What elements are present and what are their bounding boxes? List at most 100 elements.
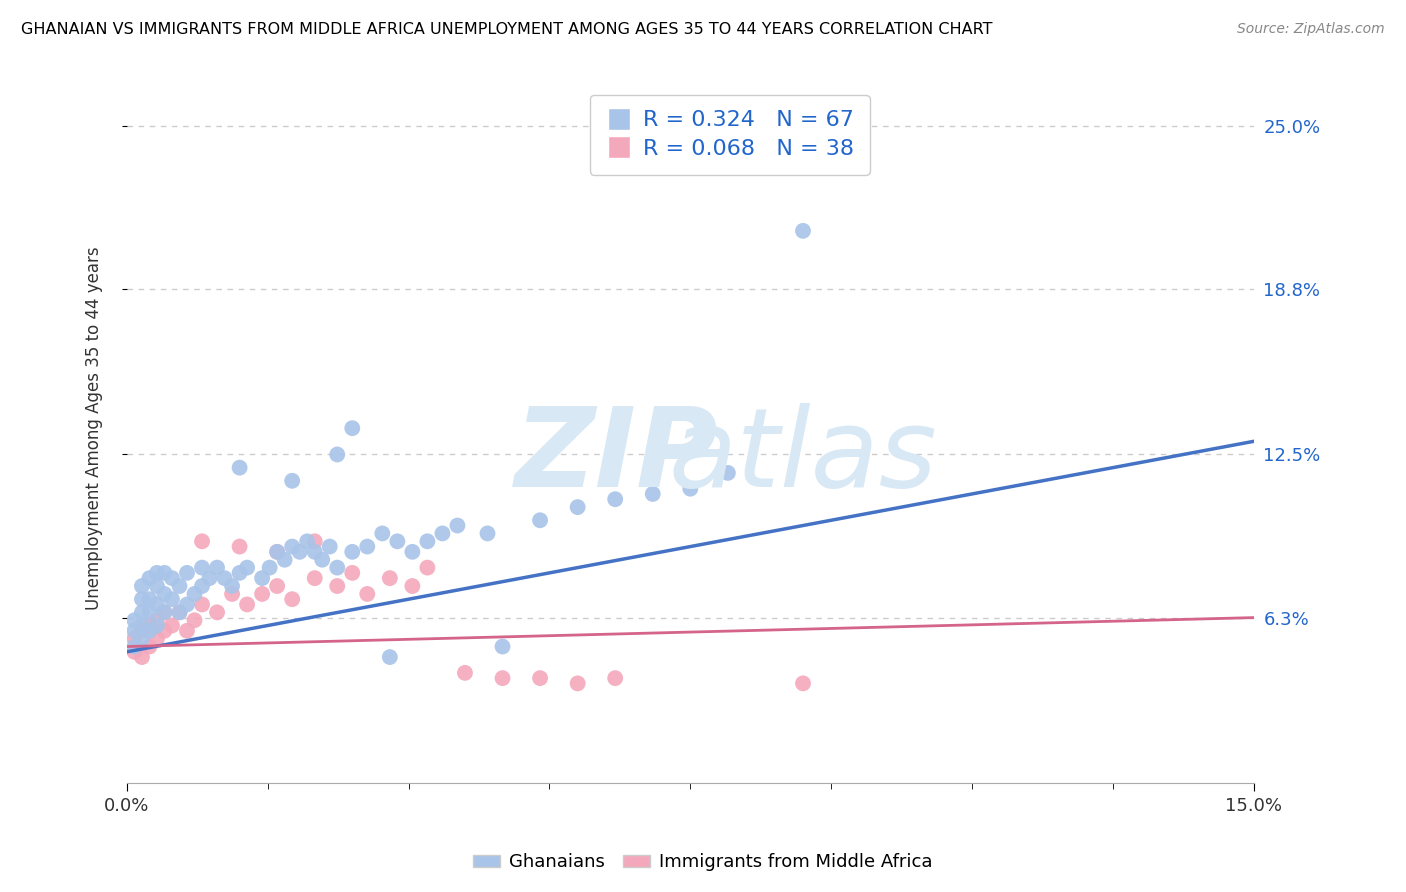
Point: [326, 448, 349, 462]
Point: [221, 579, 243, 593]
Point: [605, 671, 627, 685]
Point: [160, 592, 183, 607]
Point: [304, 571, 326, 585]
Point: [378, 650, 401, 665]
Point: [146, 613, 169, 627]
Point: [792, 224, 814, 238]
Point: [138, 624, 160, 638]
Point: [792, 676, 814, 690]
Point: [183, 587, 205, 601]
Point: [228, 566, 250, 580]
Point: [160, 618, 183, 632]
Point: [169, 579, 191, 593]
Point: [124, 624, 146, 638]
Point: [304, 534, 326, 549]
Point: [342, 421, 364, 435]
Point: [191, 560, 214, 574]
Point: [446, 518, 468, 533]
Point: [228, 460, 250, 475]
Point: [401, 545, 423, 559]
Point: [326, 560, 349, 574]
Point: [124, 645, 146, 659]
Point: [124, 613, 146, 627]
Legend: Ghanaians, Immigrants from Middle Africa: Ghanaians, Immigrants from Middle Africa: [465, 847, 941, 879]
Point: [146, 579, 169, 593]
Point: [138, 605, 160, 619]
Text: atlas: atlas: [669, 403, 938, 510]
Point: [378, 571, 401, 585]
Point: [491, 640, 513, 654]
Point: [491, 671, 513, 685]
Point: [304, 545, 326, 559]
Point: [326, 579, 349, 593]
Point: [160, 571, 183, 585]
Point: [153, 587, 176, 601]
Point: [250, 571, 273, 585]
Point: [138, 640, 160, 654]
Point: [250, 587, 273, 601]
Point: [273, 552, 295, 566]
Point: [281, 592, 304, 607]
Point: [371, 526, 394, 541]
Point: [266, 545, 288, 559]
Point: [356, 587, 378, 601]
Point: [146, 618, 169, 632]
Point: [205, 560, 228, 574]
Y-axis label: Unemployment Among Ages 35 to 44 years: Unemployment Among Ages 35 to 44 years: [86, 246, 103, 610]
Point: [679, 482, 702, 496]
Point: [477, 526, 499, 541]
Point: [295, 534, 318, 549]
Point: [259, 560, 281, 574]
Point: [236, 560, 259, 574]
Point: [342, 545, 364, 559]
Point: [124, 640, 146, 654]
Point: [176, 598, 198, 612]
Point: [288, 545, 311, 559]
Point: [281, 474, 304, 488]
Point: [176, 624, 198, 638]
Text: Source: ZipAtlas.com: Source: ZipAtlas.com: [1237, 22, 1385, 37]
Point: [124, 632, 146, 646]
Point: [131, 632, 153, 646]
Point: [221, 587, 243, 601]
Point: [266, 579, 288, 593]
Point: [311, 552, 333, 566]
Point: [454, 665, 477, 680]
Point: [432, 526, 454, 541]
Point: [183, 613, 205, 627]
Point: [153, 624, 176, 638]
Point: [641, 487, 664, 501]
Point: [605, 492, 627, 507]
Point: [131, 618, 153, 632]
Point: [191, 579, 214, 593]
Point: [205, 605, 228, 619]
Point: [131, 624, 153, 638]
Point: [131, 592, 153, 607]
Point: [146, 632, 169, 646]
Point: [138, 571, 160, 585]
Point: [529, 671, 551, 685]
Point: [176, 566, 198, 580]
Point: [387, 534, 409, 549]
Point: [356, 540, 378, 554]
Point: [138, 618, 160, 632]
Point: [717, 466, 740, 480]
Point: [567, 500, 589, 515]
Point: [153, 605, 176, 619]
Point: [416, 534, 439, 549]
Point: [266, 545, 288, 559]
Point: [342, 566, 364, 580]
Point: [281, 540, 304, 554]
Text: ZIP: ZIP: [516, 403, 718, 510]
Point: [236, 598, 259, 612]
Point: [153, 605, 176, 619]
Point: [191, 598, 214, 612]
Point: [401, 579, 423, 593]
Point: [191, 534, 214, 549]
Point: [529, 513, 551, 527]
Point: [567, 676, 589, 690]
Point: [228, 540, 250, 554]
Point: [319, 540, 342, 554]
Point: [214, 571, 236, 585]
Point: [198, 571, 221, 585]
